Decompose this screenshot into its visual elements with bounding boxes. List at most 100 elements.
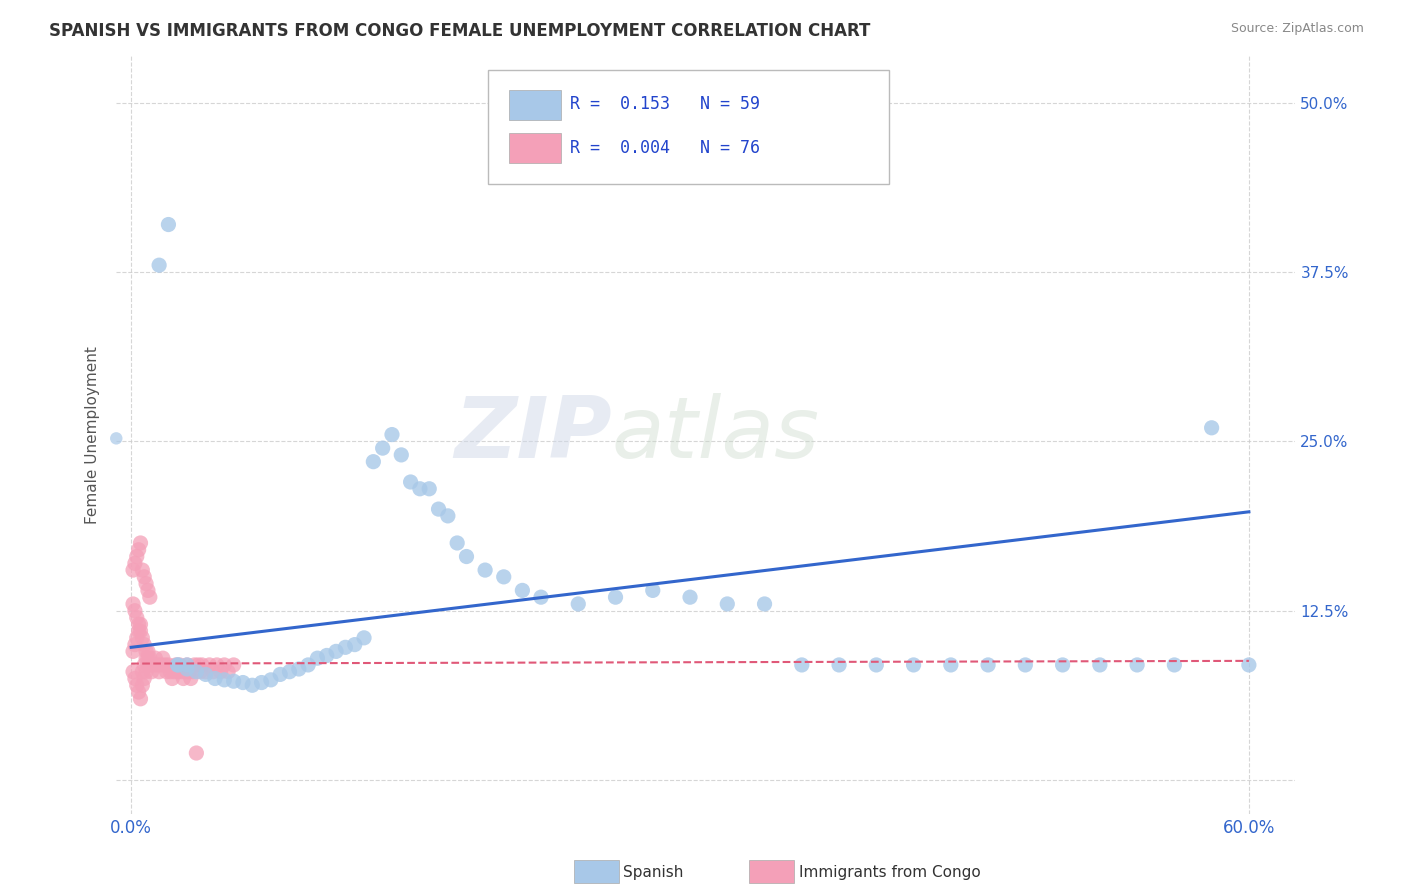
Point <box>512 583 534 598</box>
Point <box>865 657 887 672</box>
Point <box>1163 657 1185 672</box>
Point <box>240 678 263 692</box>
Point <box>134 672 156 686</box>
Point <box>278 665 301 679</box>
Point <box>194 665 217 679</box>
Point <box>194 667 217 681</box>
Point <box>131 631 153 645</box>
Point <box>409 482 432 496</box>
Point <box>260 673 283 687</box>
Point <box>205 657 228 672</box>
Point <box>120 103 142 117</box>
Point <box>371 441 394 455</box>
Point <box>828 657 851 672</box>
Point <box>903 657 925 672</box>
Point <box>198 657 221 672</box>
Point <box>217 665 239 679</box>
Point <box>148 258 170 272</box>
Point <box>152 651 174 665</box>
Point <box>122 644 145 658</box>
Point <box>165 657 187 672</box>
Point <box>166 657 188 672</box>
Point <box>567 597 589 611</box>
Point <box>131 678 153 692</box>
Point <box>214 657 236 672</box>
Point <box>418 482 440 496</box>
Point <box>399 475 422 489</box>
Point <box>139 590 162 604</box>
Point <box>232 675 254 690</box>
Point <box>124 638 146 652</box>
FancyBboxPatch shape <box>488 70 889 184</box>
Point <box>135 665 157 679</box>
Point <box>181 665 204 679</box>
Point <box>427 502 450 516</box>
Point <box>139 651 162 665</box>
Point <box>939 657 962 672</box>
Point <box>315 648 337 663</box>
Point <box>343 638 366 652</box>
Point <box>145 651 167 665</box>
Point <box>186 665 208 679</box>
Point <box>790 657 813 672</box>
Point <box>163 665 186 679</box>
Point <box>142 657 165 672</box>
Point <box>136 651 159 665</box>
Point <box>174 665 197 679</box>
Text: R =  0.004   N = 76: R = 0.004 N = 76 <box>571 139 761 157</box>
Point <box>122 665 145 679</box>
Point <box>183 657 205 672</box>
Text: ZIP: ZIP <box>454 393 612 476</box>
Point <box>250 675 273 690</box>
Point <box>1088 657 1111 672</box>
Point <box>125 610 148 624</box>
Point <box>134 657 156 672</box>
Text: SPANISH VS IMMIGRANTS FROM CONGO FEMALE UNEMPLOYMENT CORRELATION CHART: SPANISH VS IMMIGRANTS FROM CONGO FEMALE … <box>49 22 870 40</box>
Point <box>136 657 159 672</box>
Point <box>135 576 157 591</box>
Point <box>307 651 329 665</box>
Point <box>446 536 468 550</box>
Point <box>605 590 627 604</box>
Point <box>128 542 150 557</box>
Point <box>269 667 291 681</box>
Point <box>389 448 412 462</box>
Point <box>214 673 236 687</box>
Point <box>135 644 157 658</box>
Point <box>222 657 245 672</box>
Point <box>177 665 200 679</box>
Point <box>188 665 211 679</box>
Point <box>169 657 191 672</box>
Point <box>139 657 162 672</box>
Point <box>160 672 183 686</box>
Point <box>148 665 170 679</box>
Point <box>353 631 375 645</box>
Point <box>176 657 198 672</box>
Point <box>437 508 460 523</box>
Point <box>456 549 478 564</box>
Point <box>170 665 193 679</box>
Point <box>977 657 1000 672</box>
Text: Source: ZipAtlas.com: Source: ZipAtlas.com <box>1230 22 1364 36</box>
Point <box>180 672 202 686</box>
Point <box>128 617 150 632</box>
Point <box>131 665 153 679</box>
Point <box>149 657 172 672</box>
Point <box>129 617 152 632</box>
Point <box>1014 657 1036 672</box>
Point <box>122 563 145 577</box>
Point <box>136 644 159 658</box>
Point <box>297 657 319 672</box>
Point <box>128 624 150 638</box>
Point <box>1052 657 1074 672</box>
Point <box>166 665 188 679</box>
Point <box>474 563 496 577</box>
Point <box>176 662 198 676</box>
Point <box>325 644 347 658</box>
Point <box>131 563 153 577</box>
Point <box>209 665 232 679</box>
Point <box>363 455 385 469</box>
Point <box>122 597 145 611</box>
Point <box>155 665 177 679</box>
Point <box>1201 421 1223 435</box>
